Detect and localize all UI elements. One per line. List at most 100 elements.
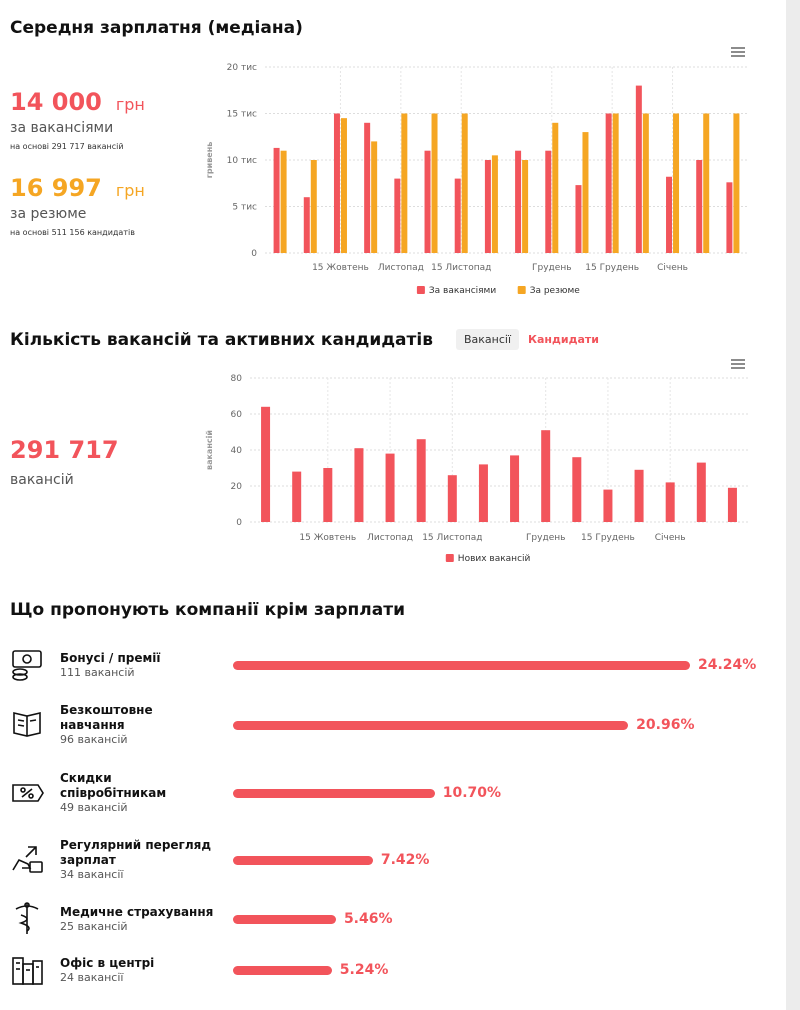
stat-value: 14 000 (10, 88, 102, 116)
tab[interactable]: Кандидати (528, 333, 599, 346)
benefit-percent: 5.46% (343, 911, 393, 927)
x-tick-label: Грудень (532, 263, 571, 273)
legend-swatch (445, 554, 454, 562)
benefit-bar-box: 20.96% (233, 715, 694, 735)
benefit-text: Скидки співробітникам 49 вакансій (60, 771, 220, 815)
benefit-icon (15, 902, 39, 935)
x-tick-label: 15 Жовтень (299, 533, 356, 543)
stat-unit: грн (115, 181, 145, 200)
benefit-icon (12, 650, 42, 681)
benefit-count: 49 вакансій (60, 801, 128, 814)
y-tick-label: 40 (231, 446, 243, 456)
benefit-text: Бонусі / премії 111 вакансій (60, 651, 220, 680)
benefit-bar-box: 7.42% (233, 850, 429, 870)
benefit-bar-box: 10.70% (233, 783, 501, 803)
benefit-bar-box: 5.24% (233, 960, 388, 980)
y-tick-label: 10 тис (227, 156, 257, 166)
benefit-row: Медичне страхування 25 вакансій 5.46% (10, 889, 790, 949)
section-title: Середня зарплатня (медіана) (10, 18, 303, 38)
bar (541, 430, 551, 522)
legend-label: За вакансіями (429, 286, 496, 296)
benefit-icon (12, 957, 43, 985)
bar (605, 113, 612, 253)
bar (582, 132, 589, 253)
legend-label: Нових вакансій (458, 554, 531, 564)
stat-label: вакансій (10, 472, 74, 488)
bar (273, 147, 280, 253)
scrollbar[interactable] (786, 0, 800, 1010)
menu-icon[interactable] (731, 47, 745, 57)
bar (484, 160, 491, 253)
bar (454, 178, 461, 253)
x-tick-label: 15 Грудень (581, 533, 635, 543)
bar (522, 160, 529, 253)
stat-block: 14 000 грн за вакансіями на основі 291 71… (10, 88, 145, 151)
menu-icon[interactable] (731, 359, 745, 369)
bar (665, 482, 675, 522)
bar (461, 113, 468, 253)
x-tick-label: Листопад (378, 263, 424, 273)
legend-swatch (517, 286, 526, 294)
charts: 0 5 тис 10 тис 15 тис 20 тис гривень 15 Жовтен… (204, 47, 748, 564)
benefit-percent: 10.70% (442, 785, 502, 801)
bar (575, 185, 582, 253)
bar (340, 118, 347, 254)
bar (603, 489, 613, 522)
benefit-row: Скидки співробітникам 49 вакансій 10.70% (10, 763, 790, 823)
bar (703, 113, 710, 253)
bar (333, 113, 340, 253)
benefit-name: Бонусі / премії (60, 650, 161, 665)
benefit-count: 96 вакансій (60, 733, 128, 746)
x-tick-label: Грудень (526, 533, 565, 543)
bar (385, 453, 395, 522)
y-tick-label: 15 тис (227, 110, 257, 120)
legend-swatch (416, 286, 425, 294)
benefit-row: Регулярний перегляд зарплат 34 вакансії 7.… (10, 830, 790, 890)
y-axis-label: вакансій (204, 430, 214, 470)
bar (552, 122, 559, 253)
benefit-row: Офіс в центрі 24 вакансії 5.24% (10, 940, 790, 1000)
x-tick-label: 15 Жовтень (312, 263, 369, 273)
bar (364, 122, 371, 253)
x-tick-label: 15 Листопад (431, 263, 491, 273)
bar (510, 455, 520, 522)
tab[interactable]: Вакансії (456, 329, 520, 350)
bar (634, 469, 644, 522)
bar (635, 85, 642, 253)
y-tick-label: 0 (251, 249, 257, 259)
benefit-icon (13, 712, 41, 737)
benefit-text: Медичне страхування 25 вакансій (60, 905, 220, 934)
bar (261, 406, 271, 522)
benefit-bar (233, 660, 690, 670)
stat-value: 291 717 (10, 436, 119, 464)
bar (696, 160, 703, 253)
stat-note: на основі 291 717 вакансій (10, 142, 124, 151)
stat-block: 16 997 грн за резюме на основі 511 156 ка… (10, 174, 145, 237)
benefit-name: Офіс в центрі (60, 955, 155, 970)
benefit-count: 25 вакансій (60, 919, 128, 933)
benefit-bar (233, 914, 336, 924)
benefit-percent: 24.24% (698, 657, 757, 673)
y-axis-label: гривень (205, 142, 214, 179)
benefit-row: Безкоштовне навчання 96 вакансій 20.96% (10, 695, 790, 755)
y-tick-label: 20 (231, 482, 243, 492)
benefit-count: 24 вакансії (60, 970, 124, 984)
bar (696, 462, 706, 522)
bar (371, 141, 378, 253)
benefit-row: Бонусі / премії 111 вакансій 24.24% (10, 635, 790, 695)
y-tick-label: 20 тис (227, 63, 257, 73)
benefit-icon (12, 846, 43, 873)
benefit-percent: 20.96% (636, 717, 695, 733)
benefit-text: Регулярний перегляд зарплат 34 вакансії (60, 838, 220, 882)
bar (292, 471, 302, 522)
benefit-name: Безкоштовне навчання (60, 703, 153, 732)
bar (572, 457, 582, 522)
bar (303, 197, 310, 253)
y-tick-label: 0 (236, 518, 242, 528)
bar (545, 150, 552, 253)
benefit-name: Регулярний перегляд зарплат (60, 838, 212, 867)
benefit-name: Медичне страхування (60, 904, 214, 919)
bar (726, 182, 733, 253)
benefit-percent: 5.24% (339, 962, 389, 978)
